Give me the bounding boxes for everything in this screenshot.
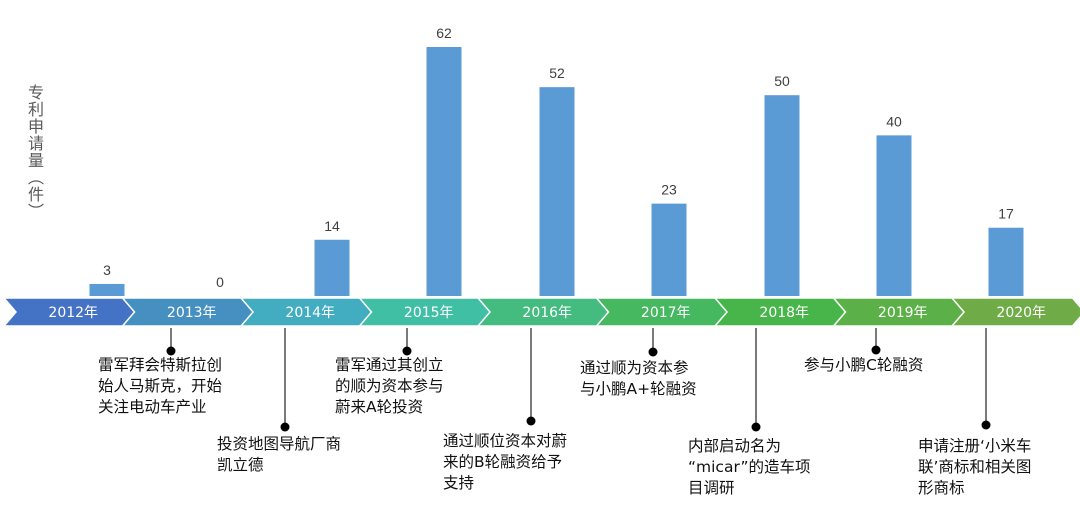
data-label: 40 [886,113,902,129]
event-note: 内部启动名为 “micar”的造车项 目调研 [688,437,811,497]
data-label: 50 [774,73,790,89]
event-dot [751,422,761,432]
data-label: 17 [998,206,1014,222]
event-dot [526,416,536,426]
data-label: 0 [216,274,224,290]
year-label: 2012年 [48,305,98,321]
data-label: 14 [324,218,340,234]
event-note: 通过顺位资本对蔚 来的B轮融资给予 支持 [443,432,568,492]
bar-2018年 [764,95,800,297]
event-note: 雷军拜会特斯拉创 始人马斯克，开始 关注电动车产业 [98,356,223,416]
year-label: 2019年 [878,305,928,321]
year-label: 2020年 [996,305,1046,321]
bar-2016年 [539,87,575,297]
event-dot [280,422,290,432]
data-label: 62 [436,25,452,41]
bar-2019年 [876,135,912,296]
event-note: 雷军通过其创立 的顺为资本参与 蔚来A轮投资 [335,356,444,416]
data-label: 3 [103,262,111,278]
year-label: 2017年 [641,305,691,321]
event-note: 参与小鹏C轮融资 [804,356,924,374]
timeline-segment [950,297,1080,327]
event-note: 投资地图导航厂商 凯立德 [217,435,342,474]
bar-2020年 [988,227,1024,296]
bar-2017年 [651,203,687,296]
event-dot [166,346,176,356]
y-axis-label: 专利申请量（件） [25,84,44,220]
bar-2015年 [426,47,462,296]
bar-2012年 [89,283,125,296]
year-label: 2013年 [167,305,217,321]
event-dot [402,346,412,356]
event-dot [981,420,991,430]
bar-2014年 [314,239,350,296]
event-dot [871,345,881,355]
event-note: 通过顺为资本参 与小鹏A+轮融资 [580,359,697,398]
data-label: 52 [549,65,565,81]
year-label: 2018年 [759,305,809,321]
event-dot [648,347,658,357]
data-label: 23 [661,182,677,198]
year-label: 2014年 [285,305,335,321]
event-note: 申请注册‘小米车 联’商标和相关图 形商标 [918,437,1032,497]
year-label: 2015年 [404,305,454,321]
year-label: 2016年 [522,305,572,321]
